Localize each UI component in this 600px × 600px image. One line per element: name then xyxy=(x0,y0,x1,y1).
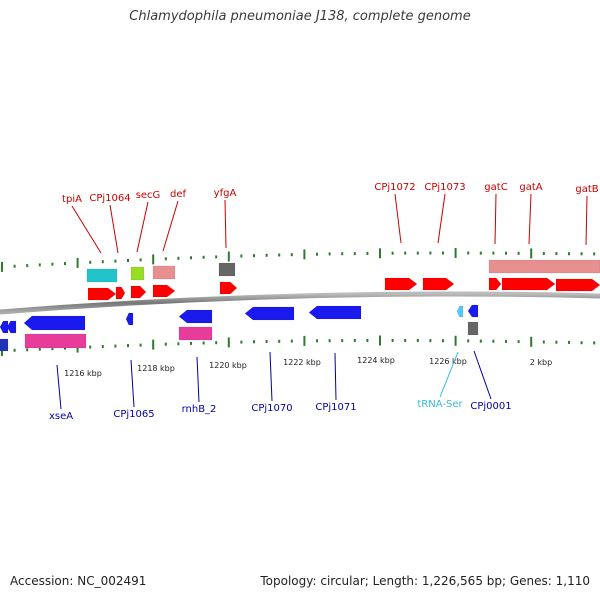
scale-label: 1216 kbp xyxy=(64,369,102,378)
reverse-gene-leader xyxy=(56,364,62,410)
forward-gene-label: gatA xyxy=(519,182,542,193)
reverse-gene-leader xyxy=(473,350,492,400)
feature-pink xyxy=(24,333,87,349)
scale-label: 2 kbp xyxy=(530,358,552,367)
scale-label: 1224 kbp xyxy=(357,356,395,365)
forward-gene-label: CPj1072 xyxy=(374,182,415,193)
reverse-cds xyxy=(244,306,295,321)
forward-gene-label: def xyxy=(170,189,187,200)
genome-backbone xyxy=(0,291,600,315)
scale-label: 1218 kbp xyxy=(137,364,175,373)
forward-gene-label: gatB xyxy=(575,184,598,195)
reverse-gene-label: xseA xyxy=(49,411,73,422)
trna-feature xyxy=(456,305,464,318)
feature-pink xyxy=(178,326,213,341)
forward-gene-leader xyxy=(71,205,102,254)
forward-cds xyxy=(422,277,455,291)
reverse-cds xyxy=(308,305,362,320)
forward-cds xyxy=(87,287,117,301)
reverse-gene-leader xyxy=(334,352,337,401)
genome-summary-label: Topology: circular; Length: 1,226,565 bp… xyxy=(260,574,590,588)
feature-cyan xyxy=(86,268,118,283)
reverse-cds xyxy=(23,315,86,331)
forward-cds xyxy=(115,286,126,300)
forward-gene-leader xyxy=(162,200,179,252)
forward-cds xyxy=(501,277,556,291)
reverse-gene-leader xyxy=(196,356,200,403)
forward-gene-label: gatC xyxy=(484,182,507,193)
accession-label: Accession: NC_002491 xyxy=(10,574,147,588)
forward-cds xyxy=(219,281,238,295)
feature-gray xyxy=(467,321,479,336)
reverse-cds xyxy=(125,312,134,326)
forward-gene-label: tpiA xyxy=(62,194,82,205)
feature-gray xyxy=(218,262,236,277)
forward-gene-leader xyxy=(136,201,149,253)
reverse-cds xyxy=(467,304,479,318)
feature-reverse-small xyxy=(0,338,9,352)
forward-gene-label: yfgA xyxy=(214,188,237,199)
forward-gene-label: CPj1073 xyxy=(424,182,465,193)
forward-gene-leader xyxy=(494,193,497,245)
forward-gene-leader xyxy=(394,193,402,244)
forward-cds xyxy=(555,278,600,292)
feature-lime xyxy=(130,266,145,281)
reverse-gene-leader xyxy=(269,351,273,402)
reverse-gene-label: tRNA-Ser xyxy=(417,399,463,410)
scale-label: 1222 kbp xyxy=(283,358,321,367)
page-title: Chlamydophila pneumoniae J138, complete … xyxy=(129,9,471,24)
forward-cds xyxy=(384,277,418,291)
forward-gene-label: secG xyxy=(136,190,161,201)
feature-salmon-long xyxy=(488,259,600,274)
forward-gene-leader xyxy=(437,193,446,244)
reverse-gene-label: CPj1071 xyxy=(315,402,356,413)
reverse-gene-label: rnhB_2 xyxy=(182,404,217,415)
forward-cds xyxy=(488,277,502,291)
forward-gene-leader xyxy=(224,199,227,249)
feature-salmon xyxy=(152,265,176,280)
reverse-cds xyxy=(6,320,17,334)
forward-cds xyxy=(130,285,147,299)
scale-label: 1220 kbp xyxy=(209,361,247,370)
forward-gene-label: CPj1064 xyxy=(89,193,130,204)
forward-gene-leader xyxy=(528,193,532,245)
forward-gene-leader xyxy=(585,195,588,246)
reverse-cds xyxy=(178,309,213,324)
scale-label: 1226 kbp xyxy=(429,357,467,366)
reverse-cds xyxy=(0,320,9,334)
reverse-gene-label: CPj0001 xyxy=(470,401,511,412)
reverse-gene-label: CPj1070 xyxy=(251,403,292,414)
reverse-gene-leader xyxy=(130,359,135,408)
reverse-gene-label: CPj1065 xyxy=(113,409,154,420)
reverse-gene-leader xyxy=(439,351,459,398)
forward-gene-leader xyxy=(109,204,119,254)
forward-cds xyxy=(152,284,176,298)
